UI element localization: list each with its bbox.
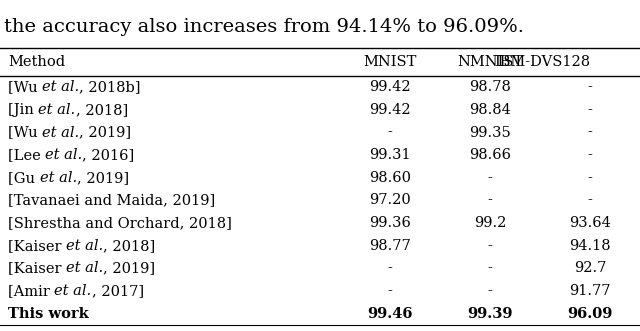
Text: 91.77: 91.77 xyxy=(569,284,611,298)
Text: the accuracy also increases from 94.14% to 96.09%.: the accuracy also increases from 94.14% … xyxy=(4,18,524,36)
Text: 99.42: 99.42 xyxy=(369,80,411,94)
Text: Method: Method xyxy=(8,55,65,69)
Text: -: - xyxy=(588,80,593,94)
Text: 99.31: 99.31 xyxy=(369,148,411,162)
Text: NMNIST: NMNIST xyxy=(457,55,523,69)
Text: -: - xyxy=(388,284,392,298)
Text: , 2016]: , 2016] xyxy=(83,148,135,162)
Text: -: - xyxy=(388,261,392,275)
Text: 98.84: 98.84 xyxy=(469,103,511,117)
Text: [Shrestha and Orchard, 2018]: [Shrestha and Orchard, 2018] xyxy=(8,216,232,230)
Text: , 2019]: , 2019] xyxy=(103,261,156,275)
Text: et al.: et al. xyxy=(45,148,83,162)
Text: [Amir: [Amir xyxy=(8,284,54,298)
Text: et al.: et al. xyxy=(40,171,77,185)
Text: MNIST: MNIST xyxy=(364,55,417,69)
Text: et al.: et al. xyxy=(38,103,76,117)
Text: 92.7: 92.7 xyxy=(574,261,606,275)
Text: , 2017]: , 2017] xyxy=(92,284,144,298)
Text: 93.64: 93.64 xyxy=(569,216,611,230)
Text: 99.2: 99.2 xyxy=(474,216,506,230)
Text: -: - xyxy=(488,284,492,298)
Text: This work: This work xyxy=(8,307,89,321)
Text: IBM-DVS128: IBM-DVS128 xyxy=(494,55,590,69)
Text: et al.: et al. xyxy=(54,284,92,298)
Text: -: - xyxy=(588,125,593,140)
Text: , 2018b]: , 2018b] xyxy=(79,80,141,94)
Text: -: - xyxy=(588,194,593,208)
Text: -: - xyxy=(488,194,492,208)
Text: [Kaiser: [Kaiser xyxy=(8,261,66,275)
Text: -: - xyxy=(488,239,492,253)
Text: 99.46: 99.46 xyxy=(367,307,413,321)
Text: 97.20: 97.20 xyxy=(369,194,411,208)
Text: 98.77: 98.77 xyxy=(369,239,411,253)
Text: -: - xyxy=(388,125,392,140)
Text: [Wu: [Wu xyxy=(8,80,42,94)
Text: 99.42: 99.42 xyxy=(369,103,411,117)
Text: [Lee: [Lee xyxy=(8,148,45,162)
Text: 98.60: 98.60 xyxy=(369,171,411,185)
Text: , 2018]: , 2018] xyxy=(76,103,128,117)
Text: 99.39: 99.39 xyxy=(467,307,513,321)
Text: [Tavanaei and Maida, 2019]: [Tavanaei and Maida, 2019] xyxy=(8,194,215,208)
Text: 98.66: 98.66 xyxy=(469,148,511,162)
Text: -: - xyxy=(588,148,593,162)
Text: et al.: et al. xyxy=(66,239,103,253)
Text: [Kaiser: [Kaiser xyxy=(8,239,66,253)
Text: -: - xyxy=(488,261,492,275)
Text: et al.: et al. xyxy=(66,261,103,275)
Text: 99.36: 99.36 xyxy=(369,216,411,230)
Text: 94.18: 94.18 xyxy=(569,239,611,253)
Text: 99.35: 99.35 xyxy=(469,125,511,140)
Text: 98.78: 98.78 xyxy=(469,80,511,94)
Text: [Gu: [Gu xyxy=(8,171,40,185)
Text: et al.: et al. xyxy=(42,80,79,94)
Text: -: - xyxy=(588,171,593,185)
Text: , 2018]: , 2018] xyxy=(103,239,156,253)
Text: 96.09: 96.09 xyxy=(567,307,612,321)
Text: , 2019]: , 2019] xyxy=(79,125,131,140)
Text: [Jin: [Jin xyxy=(8,103,38,117)
Text: , 2019]: , 2019] xyxy=(77,171,129,185)
Text: [Wu: [Wu xyxy=(8,125,42,140)
Text: -: - xyxy=(588,103,593,117)
Text: -: - xyxy=(488,171,492,185)
Text: et al.: et al. xyxy=(42,125,79,140)
